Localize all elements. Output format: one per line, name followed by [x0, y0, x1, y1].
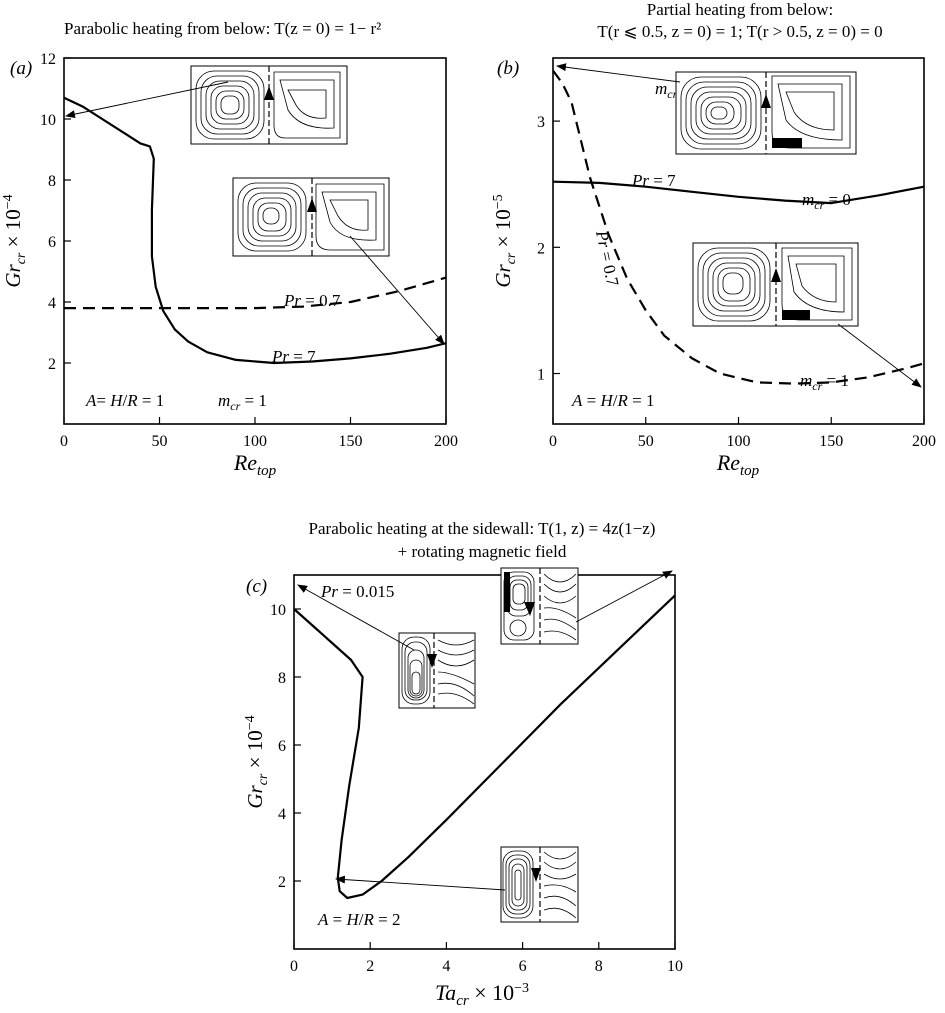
- x-tick-label-c-2: 4: [442, 958, 450, 975]
- panel-a-series: [63, 96, 447, 365]
- y-tick-label-c-2: 6: [278, 738, 286, 755]
- x-tick-label-c-3: 6: [519, 958, 527, 975]
- y-tick-label-b-2: 3: [537, 114, 545, 131]
- panel-c-xlabel: Tacr × 10−3: [435, 980, 529, 1009]
- y-tick-label-c-1: 4: [278, 806, 286, 823]
- y-tick-label-b-0: 1: [537, 367, 545, 384]
- panel-c-aspect-ratio: A = H/R = 2: [317, 910, 400, 929]
- panel-a-label-pr07: Pr = 0.7: [283, 291, 341, 310]
- x-tick-label-b-4: 200: [912, 433, 936, 450]
- panel-b-mode-m0: mcr = 0: [802, 190, 851, 212]
- panel-b-arrow-bottom: [837, 323, 922, 388]
- x-tick-label-c-5: 10: [667, 958, 683, 975]
- x-tick-label-b-0: 0: [549, 433, 557, 450]
- panel-c-title-line2: + rotating magnetic field: [398, 542, 567, 561]
- x-tick-label-a-1: 50: [152, 433, 168, 450]
- y-tick-label-a-3: 8: [48, 173, 56, 190]
- y-tick-label-a-2: 6: [48, 234, 56, 251]
- panel-b-aspect-ratio: A = H/R = 1: [571, 391, 654, 410]
- panel-b-xlabel: Retop: [716, 450, 760, 479]
- panel-b-inset-top: [675, 71, 857, 155]
- panel-c-title-line1: Parabolic heating at the sidewall: T(1, …: [309, 519, 656, 538]
- y-tick-label-a-5: 12: [40, 51, 56, 68]
- panel-b-mode-m1: mcr = 1: [800, 371, 849, 393]
- panel-b-label-pr07: Pr = 0.7: [592, 228, 623, 289]
- panel-c-arrow-right: [575, 570, 673, 623]
- x-tick-label-a-3: 150: [339, 433, 363, 450]
- y-tick-label-a-0: 2: [48, 356, 56, 373]
- x-tick-label-b-1: 50: [638, 433, 654, 450]
- panel-b: Partial heating from below: T(r ⩽ 0.5, z…: [491, 0, 936, 479]
- panel-b-label-pr7: Pr = 7: [631, 171, 676, 190]
- series-line-a-1: [64, 276, 447, 310]
- panel-a-axis-ticks: 0 50 100 150 200 2 4 6 8 10 12: [40, 51, 458, 450]
- panel-c: Parabolic heating at the sidewall: T(1, …: [243, 519, 683, 1009]
- x-tick-label-c-0: 0: [290, 958, 298, 975]
- panel-c-label-pr: Pr = 0.015: [320, 582, 394, 601]
- series-line-b-1: [552, 69, 925, 385]
- panel-a: Parabolic heating from below: T(z = 0) =…: [1, 19, 458, 479]
- panel-a-label: (a): [10, 58, 32, 79]
- panel-a-ylabel: Grcr × 10−4: [1, 194, 29, 287]
- panel-c-series: [293, 594, 676, 900]
- x-tick-label-a-4: 200: [434, 433, 458, 450]
- panel-a-inset-middle: [232, 177, 390, 257]
- panel-c-arrow-bottom: [335, 875, 506, 891]
- y-tick-label-c-3: 8: [278, 670, 286, 687]
- x-tick-label-c-1: 2: [366, 958, 374, 975]
- panel-b-axis-ticks: 0 50 100 150 200 1 2 3: [537, 114, 936, 450]
- panel-c-label: (c): [246, 576, 267, 597]
- panel-b-ylabel: Grcr × 10−5: [491, 194, 519, 287]
- y-tick-label-a-4: 10: [40, 112, 56, 129]
- panel-b-title-line2: T(r ⩽ 0.5, z = 0) = 1; T(r > 0.5, z = 0)…: [597, 22, 882, 41]
- panel-c-inset-bottom: [500, 846, 579, 923]
- x-tick-label-c-4: 8: [595, 958, 603, 975]
- x-tick-label-a-2: 100: [243, 433, 267, 450]
- panel-b-inset-bottom: [692, 242, 859, 327]
- x-tick-label-b-2: 100: [727, 433, 751, 450]
- panel-c-axis-ticks: 0 2 4 6 8 10 2 4 6 8 10: [270, 602, 683, 975]
- panel-a-mode: mcr = 1: [218, 391, 267, 413]
- panel-a-arrow-middle: [349, 235, 445, 345]
- panel-c-arrow-left: [297, 584, 415, 651]
- panel-a-title: Parabolic heating from below: T(z = 0) =…: [64, 19, 381, 38]
- panel-a-inset-top: [190, 65, 348, 145]
- panel-a-xlabel: Retop: [233, 450, 277, 479]
- panel-b-arrow-top: [556, 63, 681, 83]
- y-tick-label-a-1: 4: [48, 295, 56, 312]
- y-tick-label-c-4: 10: [270, 602, 286, 619]
- panel-c-inset-left: [398, 632, 476, 709]
- panel-a-label-pr7: Pr = 7: [271, 347, 316, 366]
- y-tick-label-c-0: 2: [278, 874, 286, 891]
- panel-a-arrow-top: [65, 81, 229, 119]
- panel-c-frame: [293, 574, 676, 950]
- x-tick-label-a-0: 0: [60, 433, 68, 450]
- series-line-a-0: [63, 96, 447, 365]
- panel-c-inset-right: [500, 567, 579, 645]
- panel-a-aspect-ratio: A= H/R = 1: [85, 391, 164, 410]
- y-tick-label-b-1: 2: [537, 240, 545, 257]
- panel-b-label: (b): [497, 58, 519, 79]
- series-line-b-0: [552, 180, 925, 205]
- panel-b-title-line1: Partial heating from below:: [647, 0, 833, 19]
- series-line-c-0: [293, 594, 676, 900]
- x-tick-label-b-3: 150: [819, 433, 843, 450]
- panel-b-series: [552, 69, 925, 385]
- panel-c-ylabel: Grcr × 10−4: [243, 715, 271, 808]
